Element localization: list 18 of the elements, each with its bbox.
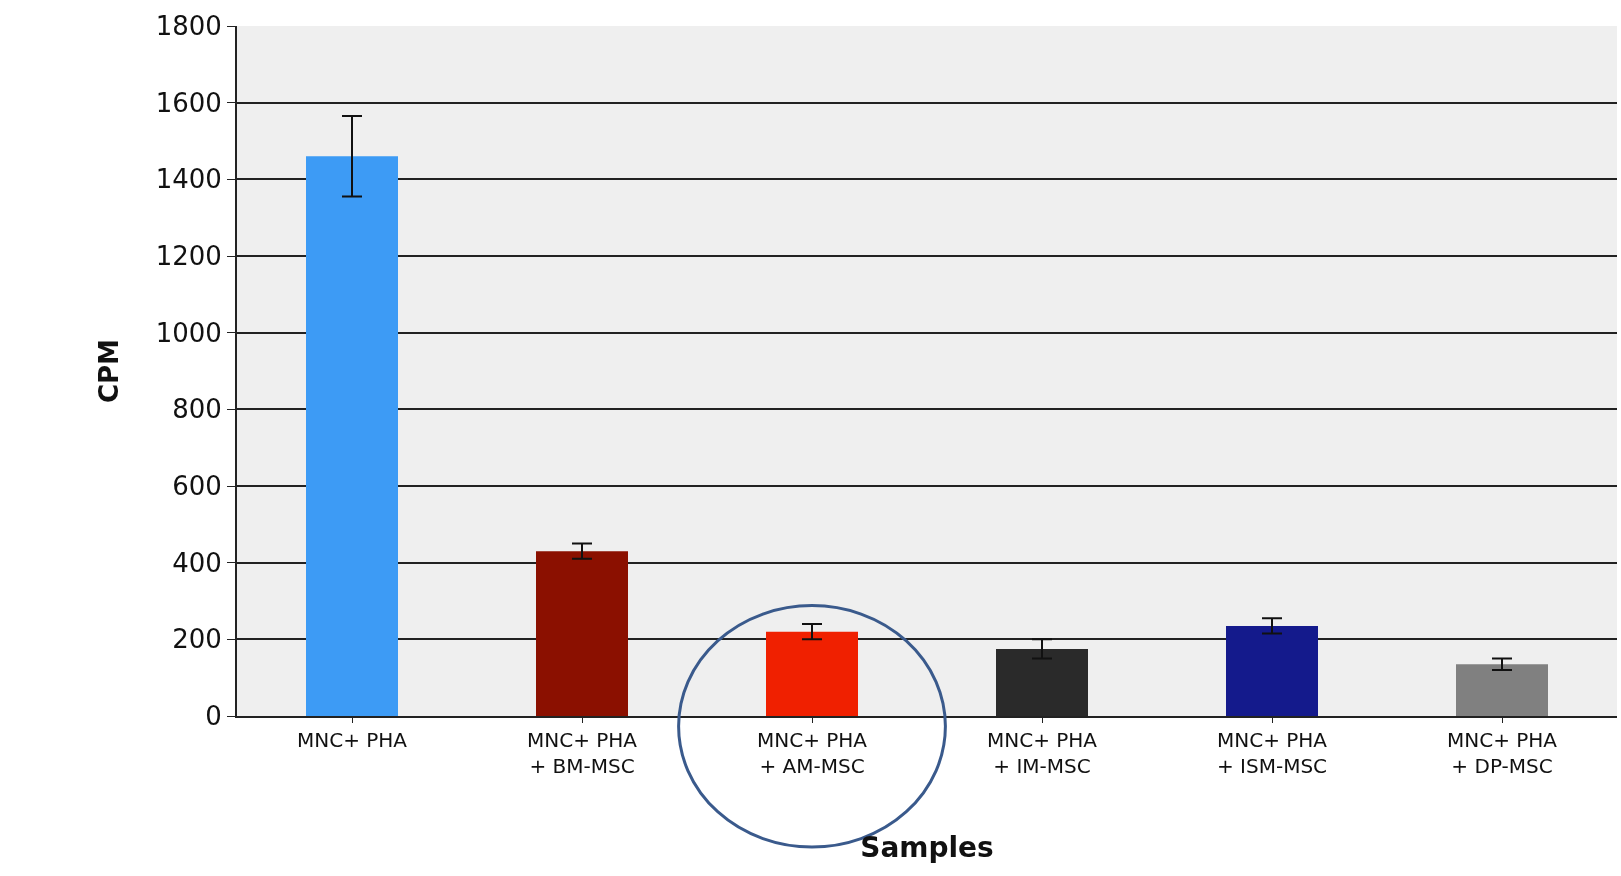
y-tick-label: 1000: [155, 317, 222, 348]
y-tick-label: 1200: [155, 241, 222, 272]
x-tick-label: MNC+ PHA + IM-MSC: [986, 728, 1098, 778]
x-axis-title: Samples: [860, 830, 994, 864]
y-tick-label: 1400: [155, 164, 222, 195]
y-tick-label: 200: [172, 624, 222, 655]
y-tick-label: 1800: [155, 11, 222, 42]
x-tick-label: MNC+ PHA: [296, 728, 408, 752]
y-tick-label: 800: [172, 394, 222, 425]
y-tick-label: 400: [172, 547, 222, 578]
x-tick-label: MNC+ PHA + ISM-MSC: [1216, 728, 1328, 778]
y-axis-title: CPM: [93, 338, 124, 404]
x-tick-label: MNC+ PHA + BM-MSC: [526, 728, 638, 778]
x-tick-label: MNC+ PHA + AM-MSC: [756, 728, 868, 778]
y-tick-label: 600: [172, 471, 222, 502]
y-tick-label: 1600: [155, 87, 222, 118]
x-tick-label: MNC+ PHA + DP-MSC: [1446, 728, 1558, 778]
y-tick-label: 0: [205, 701, 222, 732]
